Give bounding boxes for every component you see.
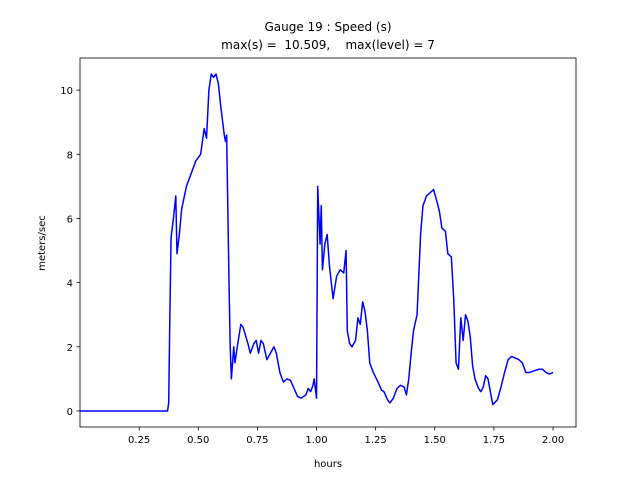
y-tick-label: 10	[60, 86, 73, 97]
y-tick-label: 0	[67, 407, 73, 418]
x-tick-label: 0.25	[128, 435, 150, 446]
x-tick-label: 2.00	[542, 435, 564, 446]
chart-subtitle: max(s) = 10.509, max(level) = 7	[221, 38, 435, 52]
plot-frame	[79, 57, 577, 428]
x-axis-label: hours	[314, 459, 342, 470]
y-tick-label: 8	[67, 150, 73, 161]
chart-title: Gauge 19 : Speed (s)	[264, 20, 391, 34]
y-axis-label: meters/sec	[37, 215, 48, 271]
data-line	[80, 73, 554, 412]
y-tick-label: 6	[67, 214, 73, 225]
x-tick-label: 0.75	[246, 435, 268, 446]
x-tick-label: 0.50	[187, 435, 209, 446]
y-tick-label: 2	[67, 343, 73, 354]
x-tick-label: 1.00	[305, 435, 327, 446]
y-tick-label: 4	[67, 279, 73, 290]
x-tick-label: 1.25	[365, 435, 387, 446]
x-tick-label: 1.50	[424, 435, 446, 446]
x-tick-label: 1.75	[483, 435, 505, 446]
